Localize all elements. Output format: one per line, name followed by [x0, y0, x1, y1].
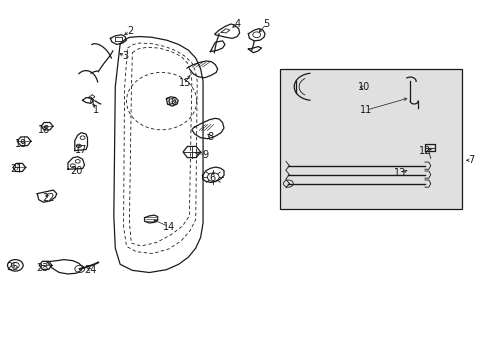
Text: 25: 25 [7, 262, 19, 272]
Text: 4: 4 [234, 19, 240, 29]
Text: 16: 16 [166, 97, 178, 107]
Text: 20: 20 [70, 166, 82, 176]
Text: 3: 3 [122, 51, 128, 61]
Text: 7: 7 [467, 155, 473, 165]
Text: 6: 6 [209, 173, 215, 183]
Text: 8: 8 [207, 132, 213, 142]
Text: 5: 5 [263, 19, 269, 29]
Text: 11: 11 [360, 105, 372, 115]
Text: 10: 10 [357, 82, 369, 92]
Text: 24: 24 [84, 265, 97, 275]
Text: 9: 9 [202, 150, 208, 160]
Text: 19: 19 [15, 139, 27, 149]
Text: 1: 1 [93, 105, 99, 115]
FancyBboxPatch shape [279, 69, 462, 209]
Text: 17: 17 [75, 144, 87, 154]
Text: 14: 14 [163, 222, 175, 231]
Text: 22: 22 [42, 193, 55, 203]
Text: 15: 15 [179, 78, 191, 88]
Text: 12: 12 [418, 146, 430, 156]
Text: 2: 2 [126, 26, 133, 36]
Text: 21: 21 [10, 164, 22, 174]
Text: 13: 13 [394, 168, 406, 178]
Text: 23: 23 [36, 263, 48, 273]
Text: 18: 18 [38, 125, 50, 135]
